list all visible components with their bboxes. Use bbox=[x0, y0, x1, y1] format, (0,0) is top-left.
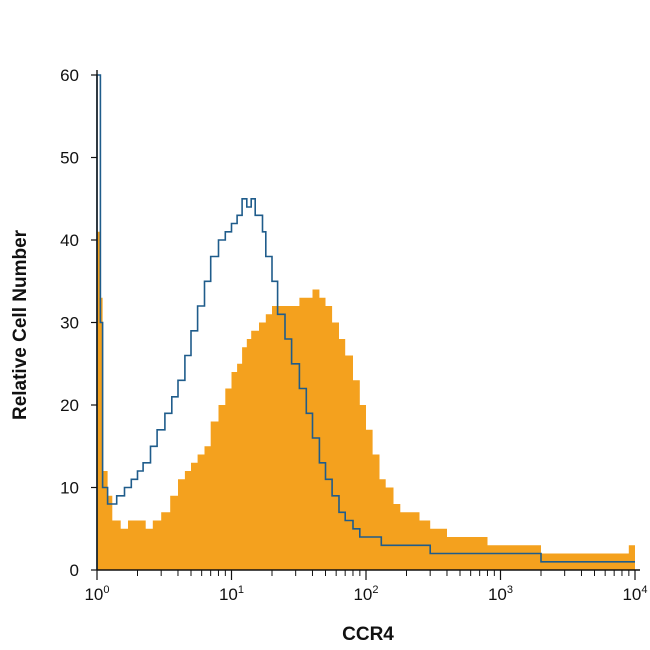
x-tick-label: 101 bbox=[219, 584, 244, 604]
y-axis-title: Relative Cell Number bbox=[10, 229, 31, 420]
y-tick-label: 60 bbox=[60, 66, 79, 85]
x-axis-title: CCR4 bbox=[342, 624, 394, 645]
series-filled-histogram bbox=[97, 231, 635, 571]
x-tick-label: 104 bbox=[622, 584, 647, 604]
axes-layer bbox=[96, 70, 640, 571]
x-tick-label: 100 bbox=[84, 584, 109, 604]
y-tick-label: 50 bbox=[60, 149, 79, 168]
y-tick-label: 10 bbox=[60, 479, 79, 498]
series-outline-histogram bbox=[96, 74, 635, 570]
x-tick-label: 102 bbox=[353, 584, 378, 604]
x-tick-label: 103 bbox=[488, 584, 513, 604]
y-tick-label: 30 bbox=[60, 314, 79, 333]
y-tick-label: 40 bbox=[60, 231, 79, 250]
series-layer bbox=[96, 74, 635, 571]
y-tick-label: 0 bbox=[70, 561, 79, 580]
ticks-layer: 0 10 20 30 40 50 60 100 101 102 103 104 bbox=[60, 66, 647, 604]
y-tick-label: 20 bbox=[60, 396, 79, 415]
